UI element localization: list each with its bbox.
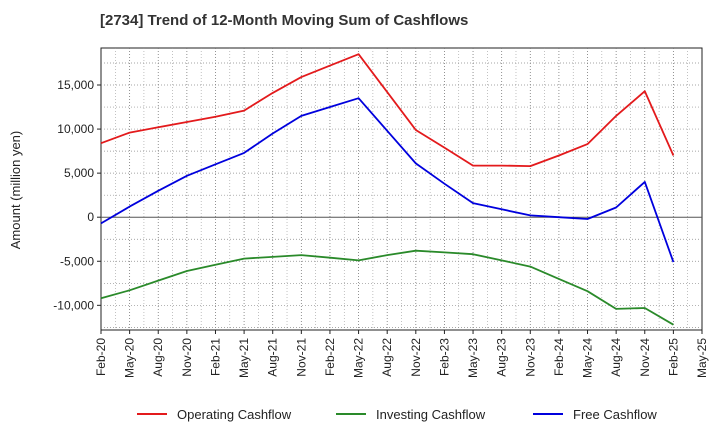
x-tick-label: May-23	[466, 338, 480, 378]
x-tick-label: Feb-25	[666, 338, 680, 376]
y-tick-label: 15,000	[57, 78, 94, 92]
free-cashflow-line	[100, 97, 675, 263]
investing-cashflow-line	[100, 249, 674, 326]
x-tick-label: Aug-22	[380, 338, 394, 377]
x-tick-label: Feb-24	[552, 338, 566, 376]
y-tick-label: -10,000	[53, 298, 94, 312]
x-tick-label: Feb-21	[208, 338, 222, 376]
x-tick-label: Aug-24	[609, 338, 623, 377]
x-tick-label: May-21	[237, 338, 251, 378]
y-tick-label: -5,000	[60, 254, 94, 268]
x-tick-label: Feb-20	[94, 338, 108, 376]
x-tick-label: May-24	[581, 338, 595, 378]
x-tick-label: May-25	[695, 338, 709, 378]
y-axis-label: Amount (million yen)	[8, 131, 23, 250]
x-tick-label: May-20	[123, 338, 137, 378]
x-tick-label: Nov-24	[638, 338, 652, 377]
x-tick-label: Aug-23	[495, 338, 509, 377]
x-tick-label: Nov-20	[180, 338, 194, 377]
y-tick-label: 10,000	[57, 122, 94, 136]
y-tick-label: 0	[87, 210, 94, 224]
operating-cashflow-legend-label: Operating Cashflow	[177, 407, 292, 422]
x-tick-label: Aug-20	[151, 338, 165, 377]
free-cashflow-legend-label: Free Cashflow	[573, 407, 657, 422]
x-tick-label: Feb-23	[437, 338, 451, 376]
x-tick-label: Nov-22	[409, 338, 423, 377]
x-tick-label: Aug-21	[266, 338, 280, 377]
chart-title: [2734] Trend of 12-Month Moving Sum of C…	[100, 12, 469, 29]
investing-cashflow-legend-label: Investing Cashflow	[376, 407, 486, 422]
x-tick-label: Nov-23	[523, 338, 537, 377]
x-tick-label: May-22	[352, 338, 366, 378]
x-tick-label: Feb-22	[323, 338, 337, 376]
operating-cashflow-line	[100, 53, 675, 167]
y-tick-label: 5,000	[64, 166, 94, 180]
x-tick-label: Nov-21	[294, 338, 308, 377]
